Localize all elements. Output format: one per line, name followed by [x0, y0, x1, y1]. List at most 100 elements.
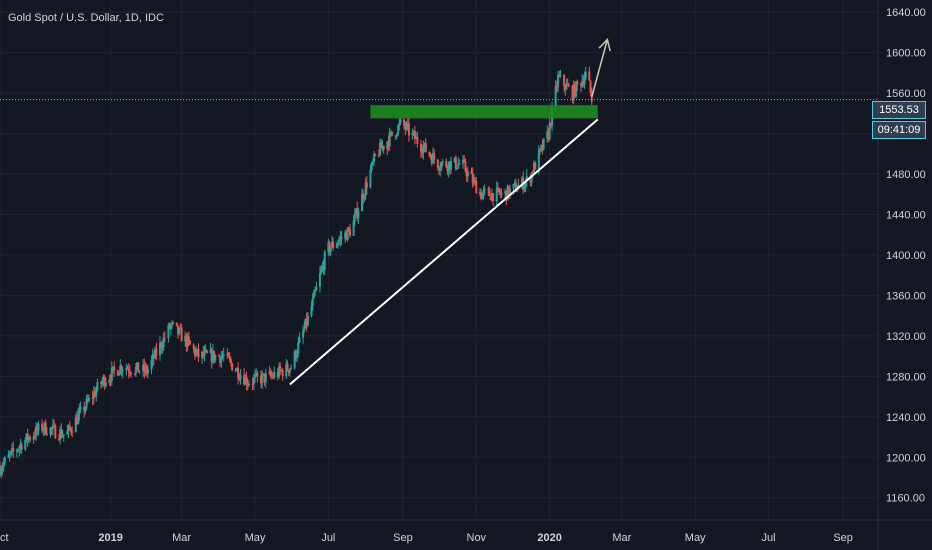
annotations	[0, 37, 878, 386]
candle-body	[579, 84, 582, 87]
candle-body	[219, 356, 222, 363]
candle-body	[234, 370, 237, 372]
candle-body	[500, 192, 503, 195]
candle-body	[15, 450, 18, 452]
candle-body	[533, 162, 536, 175]
candle-body	[344, 232, 347, 239]
candle-body	[373, 154, 376, 162]
candle-body	[391, 131, 394, 136]
support-zone[interactable]	[370, 105, 598, 119]
candle-body	[529, 176, 532, 183]
candle-body	[355, 208, 358, 215]
candle-body	[534, 162, 537, 170]
candle-body	[464, 161, 467, 172]
candle-body	[290, 367, 293, 369]
candle-body	[395, 134, 398, 137]
candle-body	[381, 145, 384, 149]
candle-body	[61, 435, 64, 438]
candle-body	[3, 457, 6, 463]
x-tick-label: Mar	[612, 532, 631, 544]
candle-body	[428, 151, 431, 156]
candle-body	[513, 182, 516, 184]
candle-body	[507, 185, 510, 196]
candle-body	[483, 189, 486, 191]
candle-body	[177, 325, 180, 334]
candle-body	[440, 163, 443, 169]
candle-body	[321, 265, 324, 270]
candle-body	[438, 167, 440, 171]
candle-body	[388, 132, 391, 147]
candle-body	[293, 351, 296, 368]
candle-body	[555, 85, 558, 88]
candle-body	[0, 470, 3, 475]
y-tick-label: 1320.00	[886, 331, 926, 343]
price-scale[interactable]	[878, 0, 932, 550]
candle-body	[125, 368, 128, 371]
candle-body	[180, 328, 183, 342]
candle-body	[143, 364, 146, 372]
candle-body	[222, 354, 225, 356]
candle-body	[259, 376, 262, 384]
candle-body	[546, 131, 549, 139]
candle-body	[67, 425, 70, 432]
candle-body	[514, 182, 517, 192]
candle-body	[475, 180, 478, 194]
candle-body	[57, 438, 60, 440]
current-price-label: 1553.53	[872, 101, 926, 119]
candle-body	[348, 229, 351, 236]
candle-body	[363, 195, 366, 199]
y-tick-label: 1560.00	[886, 88, 926, 100]
candle-body	[54, 425, 57, 439]
candle-body	[155, 348, 158, 356]
candle-body	[481, 193, 484, 200]
candle-body	[495, 187, 498, 202]
candle-body	[573, 84, 576, 97]
x-tick-label: 2019	[98, 532, 122, 544]
candle-body	[471, 174, 474, 184]
candle-body	[296, 353, 299, 359]
candle-body	[1, 467, 4, 471]
candle-body	[196, 348, 199, 352]
candle-body	[298, 337, 301, 343]
candle-body	[564, 86, 567, 90]
candle-body	[474, 179, 477, 181]
candle-body	[197, 348, 200, 358]
candle-body	[472, 179, 475, 184]
candle-body	[353, 214, 356, 221]
candle-body	[184, 335, 187, 342]
arrow-shaft[interactable]	[591, 39, 609, 98]
candle-body	[204, 350, 207, 352]
candle-body	[382, 145, 385, 150]
candle-body	[498, 187, 501, 193]
candle-body	[253, 375, 256, 378]
candle-body	[74, 417, 77, 433]
candle-body	[17, 449, 20, 451]
candle-body	[361, 194, 364, 212]
candle-body	[210, 349, 213, 363]
candle-body	[465, 171, 468, 177]
candle-body	[454, 157, 457, 169]
candle-body	[32, 435, 35, 440]
candle-body	[37, 423, 40, 431]
candle-body	[175, 322, 178, 326]
candle-body	[371, 161, 374, 163]
candle-body	[549, 123, 552, 126]
candle-body	[405, 123, 408, 129]
candle-body	[100, 382, 103, 384]
candle-body	[150, 359, 153, 370]
y-tick-label: 1480.00	[886, 169, 926, 181]
candle-body	[581, 80, 584, 87]
candle-body	[328, 242, 331, 253]
candle-body	[20, 443, 23, 450]
candle-body	[86, 398, 89, 401]
candle-body	[68, 425, 71, 429]
candle-body	[85, 398, 88, 408]
trendline[interactable]	[289, 118, 599, 386]
candle-body	[422, 146, 425, 154]
candle-body	[214, 355, 217, 361]
candle-body	[540, 145, 543, 149]
candle-body	[94, 391, 97, 397]
candle-body	[520, 177, 523, 185]
candle-body	[78, 409, 81, 415]
